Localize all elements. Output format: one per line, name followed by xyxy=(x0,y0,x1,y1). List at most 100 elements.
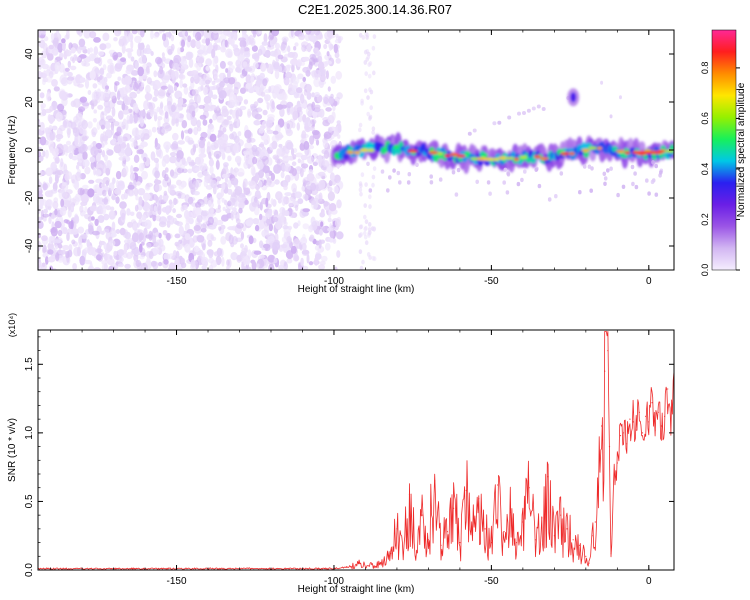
band-scatter-dot xyxy=(429,174,434,179)
noise-speckle-dot xyxy=(310,200,317,206)
noise-speckle-dot xyxy=(191,110,196,118)
noise-speckle-dot xyxy=(164,32,173,38)
snr-data-point xyxy=(667,388,669,390)
noise-speckle-dot xyxy=(245,74,252,84)
noise-speckle-dot xyxy=(208,224,217,230)
noise-speckle-dot xyxy=(286,236,292,244)
noise-speckle-dot xyxy=(250,105,257,112)
noise-speckle-dot xyxy=(283,210,290,217)
noise-speckle-dot xyxy=(283,76,290,86)
noise-speckle-dot xyxy=(70,56,74,62)
noise-speckle-dot xyxy=(227,61,233,66)
x-tick-label: 0 xyxy=(646,276,652,287)
band-scatter-dot xyxy=(554,194,558,199)
noise-speckle-dot xyxy=(372,166,377,172)
noise-speckle-dot xyxy=(221,152,226,160)
band-scatter-dot xyxy=(506,171,510,176)
noise-speckle-dot xyxy=(97,148,103,154)
signal-band-hotspot xyxy=(359,148,370,152)
band-scatter-dot xyxy=(415,162,419,167)
noise-speckle-dot xyxy=(47,256,56,263)
noise-speckle-dot xyxy=(269,208,273,218)
snr-data-point xyxy=(380,562,382,564)
snr-data-point xyxy=(626,443,628,445)
noise-speckle-dot xyxy=(291,122,296,129)
noise-speckle-dot xyxy=(208,207,214,215)
noise-speckle-dot xyxy=(129,91,138,99)
snr-data-point xyxy=(607,350,609,352)
band-scatter-dot xyxy=(630,164,635,170)
noise-speckle-dot xyxy=(233,210,238,216)
noise-speckle-dot xyxy=(126,114,130,125)
band-scatter-dot xyxy=(398,180,402,185)
snr-data-point xyxy=(358,562,360,564)
noise-speckle-dot xyxy=(184,243,191,253)
noise-speckle-dot xyxy=(190,159,195,167)
noise-speckle-dot xyxy=(318,154,322,163)
noise-speckle-dot xyxy=(227,50,231,57)
noise-speckle-dot xyxy=(45,133,51,138)
signal-band-cell xyxy=(342,153,349,160)
noise-speckle-dot xyxy=(177,192,182,199)
snr-data-point xyxy=(664,415,666,417)
noise-speckle-dot xyxy=(86,239,91,248)
noise-speckle-dot xyxy=(301,44,307,52)
noise-speckle-dot xyxy=(143,156,147,163)
noise-speckle-dot xyxy=(118,121,124,127)
noise-speckle-dot xyxy=(54,208,58,216)
noise-speckle-dot xyxy=(48,44,54,50)
noise-speckle-dot xyxy=(54,157,60,164)
noise-speckle-dot xyxy=(59,52,64,59)
signal-band-hotspot xyxy=(354,151,361,155)
band-scatter-dot xyxy=(654,192,659,197)
noise-speckle-dot xyxy=(358,224,363,230)
noise-speckle-dot xyxy=(178,225,184,236)
noise-speckle-dot xyxy=(42,183,48,191)
noise-speckle-dot xyxy=(170,143,179,150)
noise-speckle-dot xyxy=(55,133,64,140)
signal-band-hotspot xyxy=(492,157,500,161)
noise-speckle-dot xyxy=(40,171,47,176)
noise-speckle-dot xyxy=(273,61,280,70)
noise-speckle-dot xyxy=(172,208,177,214)
noise-speckle-dot xyxy=(154,184,163,192)
noise-speckle-dot xyxy=(250,76,255,83)
noise-speckle-dot xyxy=(57,42,63,53)
noise-speckle-dot xyxy=(226,265,230,270)
noise-speckle-dot xyxy=(205,184,213,190)
noise-speckle-dot xyxy=(42,79,46,86)
noise-speckle-dot xyxy=(207,239,213,247)
noise-speckle-dot xyxy=(280,43,286,51)
noise-speckle-dot xyxy=(242,258,246,265)
noise-speckle-dot xyxy=(117,135,124,145)
noise-speckle-dot xyxy=(267,254,275,263)
noise-speckle-dot xyxy=(145,65,150,74)
noise-speckle-dot xyxy=(301,249,310,255)
noise-speckle-dot xyxy=(263,33,268,44)
noise-speckle-dot xyxy=(328,96,335,105)
noise-speckle-dot xyxy=(285,120,294,129)
noise-speckle-dot xyxy=(292,110,299,121)
noise-speckle-dot xyxy=(311,92,315,98)
noise-speckle-dot xyxy=(292,154,297,160)
noise-speckle-dot xyxy=(167,48,173,56)
noise-speckle-dot xyxy=(38,150,42,158)
noise-speckle-dot xyxy=(74,180,80,191)
noise-speckle-dot xyxy=(72,263,77,270)
noise-speckle-dot xyxy=(103,262,108,270)
noise-speckle-dot xyxy=(138,43,145,50)
noise-speckle-dot xyxy=(250,165,256,176)
noise-speckle-dot xyxy=(337,123,342,133)
noise-speckle-dot xyxy=(198,44,206,54)
noise-speckle-dot xyxy=(261,41,268,46)
noise-speckle-dot xyxy=(93,46,99,56)
noise-speckle-dot xyxy=(158,149,163,159)
noise-speckle-dot xyxy=(102,189,107,197)
noise-speckle-dot xyxy=(270,50,276,57)
noise-speckle-dot xyxy=(174,233,181,239)
noise-speckle-dot xyxy=(218,90,227,99)
signal-band-hotspot xyxy=(437,151,444,155)
noise-speckle-dot xyxy=(272,216,279,222)
noise-speckle-dot xyxy=(113,54,118,60)
noise-speckle-dot xyxy=(302,76,307,83)
